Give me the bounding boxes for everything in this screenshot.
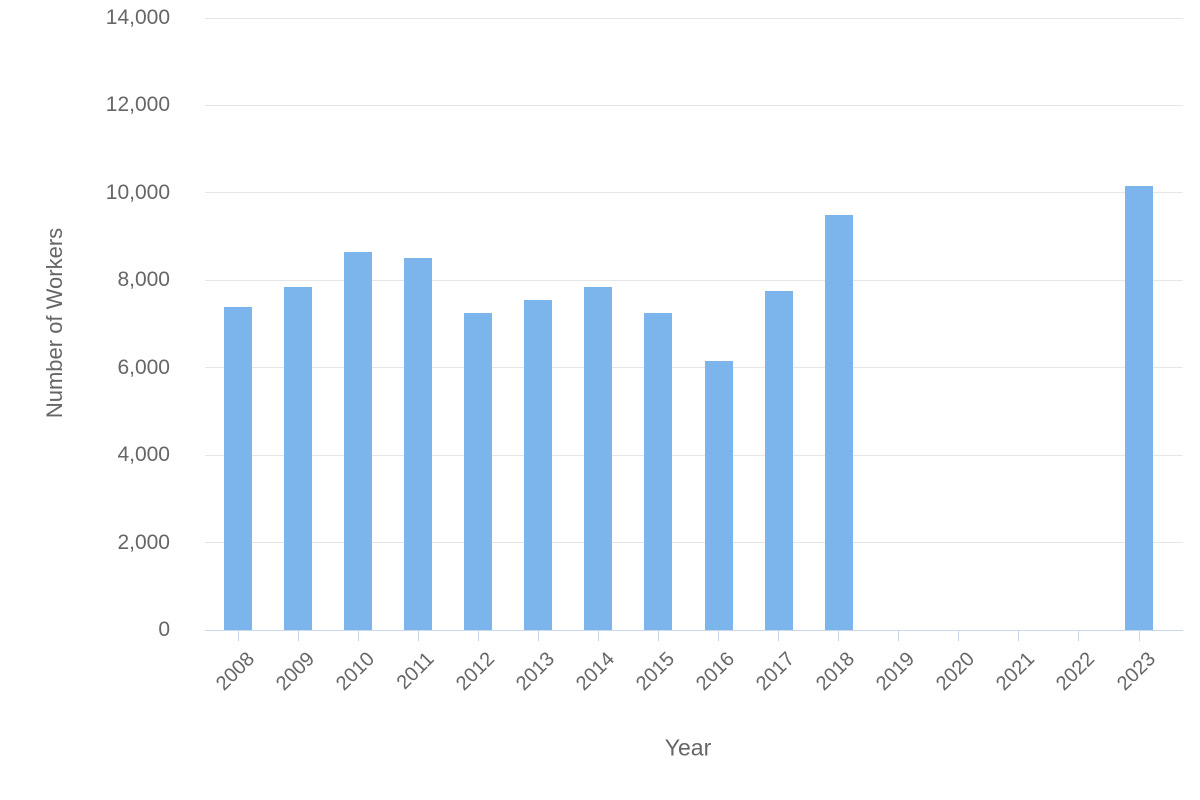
gridline [205, 367, 1183, 369]
bar-2017[interactable] [764, 291, 793, 630]
x-tick-mark [537, 631, 539, 641]
y-tick-label: 0 [158, 618, 170, 641]
y-tick-label: 12,000 [105, 93, 170, 117]
y-tick-label: 4,000 [117, 443, 170, 467]
x-tick-label: 2013 [511, 648, 559, 696]
x-tick-mark [1078, 631, 1080, 641]
x-tick-label: 2016 [692, 648, 740, 696]
y-tick-label: 14,000 [105, 6, 170, 29]
x-tick-label: 2019 [872, 648, 920, 696]
bar-2016[interactable] [704, 361, 733, 630]
x-tick-mark [477, 631, 479, 641]
y-axis-title: Number of Workers [42, 227, 67, 419]
x-tick-label: 2023 [1112, 648, 1160, 696]
x-tick-label: 2020 [932, 648, 980, 696]
gridline [205, 279, 1183, 281]
gridline [205, 454, 1183, 456]
y-tick-label: 6,000 [117, 355, 170, 379]
x-tick-label: 2010 [331, 648, 379, 696]
x-tick-mark [838, 631, 840, 641]
x-tick-mark [357, 631, 359, 641]
x-axis-title: Year [664, 734, 712, 761]
bar-2023[interactable] [1125, 186, 1154, 630]
x-tick-label: 2009 [271, 648, 319, 696]
gridline [205, 104, 1183, 106]
bar-2009[interactable] [284, 286, 313, 630]
x-tick-mark [597, 631, 599, 641]
x-tick-label: 2022 [1052, 648, 1100, 696]
bar-2013[interactable] [524, 299, 553, 630]
bar-2012[interactable] [464, 313, 493, 630]
x-tick-mark [1018, 631, 1020, 641]
gridline [205, 542, 1183, 544]
x-tick-label: 2015 [632, 648, 680, 696]
x-tick-label: 2012 [451, 648, 499, 696]
y-tick-label: 2,000 [117, 530, 170, 554]
x-tick-label: 2021 [992, 648, 1040, 696]
x-axis-line [205, 629, 1183, 631]
x-tick-mark [237, 631, 239, 641]
x-tick-mark [898, 631, 900, 641]
bar-2011[interactable] [404, 258, 433, 630]
x-tick-mark [657, 631, 659, 641]
x-tick-label: 2018 [812, 648, 860, 696]
gridline [205, 192, 1183, 194]
x-tick-mark [297, 631, 299, 641]
x-tick-mark [958, 631, 960, 641]
x-tick-label: 2008 [211, 648, 259, 696]
x-tick-mark [1138, 631, 1140, 641]
bar-2010[interactable] [344, 251, 373, 630]
bar-2015[interactable] [644, 313, 673, 630]
bar-2014[interactable] [584, 286, 613, 630]
x-tick-label: 2014 [571, 648, 619, 696]
bar-2018[interactable] [824, 214, 853, 630]
gridline [205, 17, 1183, 19]
x-tick-mark [417, 631, 419, 641]
y-tick-label: 8,000 [117, 268, 170, 292]
y-tick-label: 10,000 [105, 180, 170, 204]
x-tick-mark [778, 631, 780, 641]
bar-2008[interactable] [224, 306, 252, 630]
x-tick-label: 2011 [392, 648, 439, 694]
x-tick-label: 2017 [752, 648, 800, 696]
x-tick-mark [718, 631, 720, 641]
